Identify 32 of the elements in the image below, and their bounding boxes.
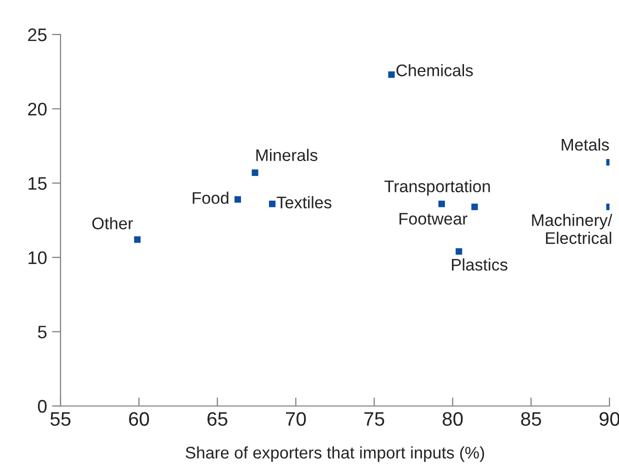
point xyxy=(234,196,242,203)
point xyxy=(438,200,445,208)
y-tick-label: 15 xyxy=(28,177,47,190)
annotation: Textiles xyxy=(276,196,332,208)
annotation: Chemicals xyxy=(396,64,473,76)
annotation: Other xyxy=(92,217,133,230)
y-tick-label: 20 xyxy=(28,102,47,116)
x-axis-title: Share of exporters that import inputs (%) xyxy=(186,446,484,462)
annotation: Plastics xyxy=(452,258,508,271)
y-tick-label: 25 xyxy=(28,28,47,42)
point xyxy=(456,248,462,255)
x-tick-label: 65 xyxy=(208,412,228,426)
point xyxy=(471,204,478,210)
y-tick-label: 0 xyxy=(38,400,47,413)
annotation: Metals xyxy=(562,138,609,151)
x-tick-label: 55 xyxy=(50,412,70,426)
point xyxy=(134,236,141,243)
point xyxy=(269,200,276,208)
x-tick-label: 85 xyxy=(521,412,542,426)
x-tick-label: 75 xyxy=(364,412,384,426)
annotation: Machinery/ Electrical xyxy=(532,214,612,244)
annotation: Footwear xyxy=(400,213,468,225)
x-tick-label: 60 xyxy=(129,412,149,426)
annotation: Food xyxy=(192,192,228,204)
x-tick-label: 70 xyxy=(286,412,306,426)
point xyxy=(388,71,395,78)
annotation: Minerals xyxy=(256,148,318,162)
y-tick-label: 5 xyxy=(38,326,47,338)
y-tick-label: 10 xyxy=(28,251,47,264)
point xyxy=(252,169,258,176)
annotation: Transportation xyxy=(384,180,490,196)
x-tick-label: 80 xyxy=(442,412,463,426)
